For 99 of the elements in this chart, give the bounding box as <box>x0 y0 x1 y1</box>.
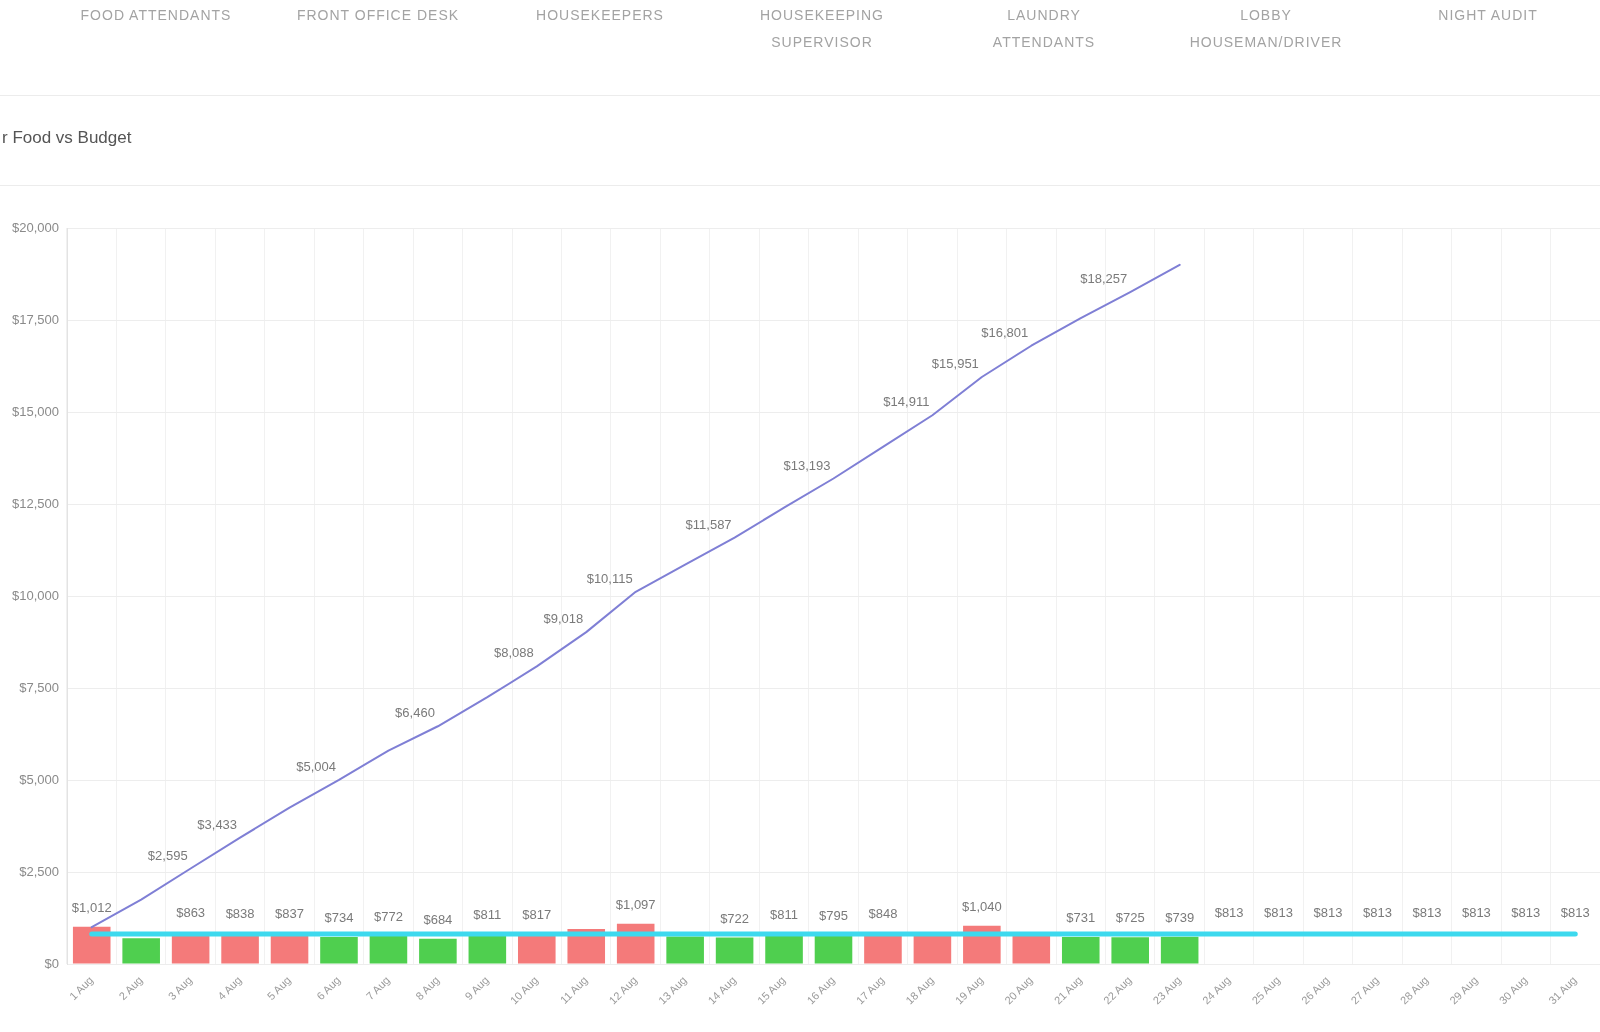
x-tick-label: 21 Aug <box>1051 973 1085 1007</box>
bar <box>1061 937 1100 964</box>
y-tick-label: $7,500 <box>19 679 59 695</box>
bar <box>369 935 408 964</box>
x-tick-label: 19 Aug <box>952 973 986 1007</box>
data-label: $837 <box>275 906 304 922</box>
x-tick-label: 26 Aug <box>1298 973 1332 1007</box>
data-label: $10,115 <box>586 570 633 586</box>
data-label: $739 <box>1165 909 1195 925</box>
data-label: $18,257 <box>1080 271 1128 287</box>
x-tick-label: 1 Aug <box>66 973 96 1003</box>
data-label: $725 <box>1115 910 1145 926</box>
text: FOOD ATTENDANTS <box>80 6 232 25</box>
data-label: $1,040 <box>961 898 1002 914</box>
data-label: $734 <box>324 910 354 926</box>
bar <box>814 934 853 964</box>
data-label: $813 <box>1461 905 1491 921</box>
data-label: $811 <box>473 907 502 923</box>
bar <box>122 938 160 964</box>
text: HOUSEKEEPERS <box>536 6 664 25</box>
x-tick-label: 12 Aug <box>606 973 640 1007</box>
data-label: $811 <box>770 907 799 923</box>
data-label: $3,433 <box>197 816 238 832</box>
text: NIGHT AUDIT <box>1438 6 1538 25</box>
bar <box>666 936 704 964</box>
x-tick-label: 29 Aug <box>1447 973 1480 1007</box>
x-tick-label: 7 Aug <box>363 973 392 1003</box>
x-tick-label: 9 Aug <box>462 973 491 1003</box>
bar <box>1160 936 1199 964</box>
data-label: $15,951 <box>931 356 979 372</box>
data-label: $5,004 <box>296 758 336 774</box>
x-tick-label: 13 Aug <box>655 973 689 1007</box>
data-label: $813 <box>1412 905 1442 921</box>
data-label: $722 <box>720 910 750 926</box>
data-label: $813 <box>1214 905 1244 921</box>
x-tick-label: 14 Aug <box>705 973 739 1007</box>
x-tick-label: 28 Aug <box>1397 973 1431 1007</box>
y-tick-label: $10,000 <box>12 587 59 603</box>
x-tick-label: 17 Aug <box>853 973 887 1007</box>
x-tick-label: 6 Aug <box>314 973 343 1003</box>
bar <box>1111 937 1149 964</box>
data-label: $863 <box>176 905 206 921</box>
data-label: $813 <box>1363 905 1392 921</box>
y-tick-label: $20,000 <box>12 219 59 235</box>
data-label: $6,460 <box>395 705 435 721</box>
bar <box>320 936 358 964</box>
x-tick-label: 22 Aug <box>1101 973 1134 1007</box>
data-label: $16,801 <box>981 324 1029 340</box>
text: FRONT OFFICE DESK <box>296 6 460 25</box>
data-label: $848 <box>868 905 898 921</box>
x-tick-label: 3 Aug <box>165 973 195 1003</box>
data-label: $14,911 <box>883 394 930 410</box>
x-tick-label: 24 Aug <box>1199 973 1233 1007</box>
x-tick-label: 8 Aug <box>413 973 442 1003</box>
data-label: $838 <box>225 906 255 922</box>
data-label: $813 <box>1264 905 1294 921</box>
x-tick-label: 27 Aug <box>1348 973 1382 1007</box>
y-tick-label: $15,000 <box>12 403 59 419</box>
data-label: $9,018 <box>543 611 584 627</box>
x-tick-label: 18 Aug <box>903 973 936 1007</box>
x-tick-label: 2 Aug <box>116 973 145 1003</box>
bar <box>765 934 803 964</box>
data-label: $11,587 <box>685 516 732 532</box>
data-label: $813 <box>1560 905 1590 921</box>
data-label: $817 <box>522 907 552 923</box>
y-tick-label: $0 <box>44 955 59 971</box>
chart-title: r Food vs Budget <box>2 128 132 148</box>
data-label: $813 <box>1313 905 1343 921</box>
data-label: $813 <box>1511 905 1541 921</box>
data-label: $1,097 <box>615 896 656 912</box>
x-tick-label: 16 Aug <box>804 973 838 1007</box>
data-label: $2,595 <box>147 847 188 863</box>
x-tick-label: 4 Aug <box>215 973 244 1003</box>
data-label: $13,193 <box>783 457 831 473</box>
text: HOUSEKEEPING SUPERVISOR <box>759 6 885 52</box>
y-tick-label: $17,500 <box>12 311 59 327</box>
y-tick-label: $2,500 <box>19 863 59 879</box>
data-label: $1,012 <box>71 899 112 915</box>
text: LAUNDRY ATTENDANTS <box>991 6 1097 52</box>
x-tick-label: 11 Aug <box>557 973 590 1006</box>
y-tick-label: $5,000 <box>19 771 59 787</box>
x-tick-label: 10 Aug <box>507 973 541 1007</box>
x-tick-label: 23 Aug <box>1150 973 1184 1007</box>
data-label: $8,088 <box>494 645 534 661</box>
data-label: $731 <box>1066 910 1096 926</box>
x-tick-label: 30 Aug <box>1496 973 1530 1007</box>
data-label: $772 <box>373 908 403 924</box>
text: LOBBY HOUSEMAN/DRIVER <box>1188 6 1344 52</box>
bar <box>72 926 111 964</box>
x-tick-label: 15 Aug <box>754 973 788 1007</box>
x-tick-label: 31 Aug <box>1546 973 1579 1007</box>
x-tick-label: 25 Aug <box>1249 973 1283 1007</box>
data-label: $795 <box>819 907 848 923</box>
x-tick-label: 20 Aug <box>1002 973 1035 1007</box>
bar <box>715 937 754 964</box>
y-tick-label: $12,500 <box>12 495 59 511</box>
x-tick-label: 5 Aug <box>264 973 294 1003</box>
bar <box>419 938 457 964</box>
data-label: $684 <box>423 911 453 927</box>
